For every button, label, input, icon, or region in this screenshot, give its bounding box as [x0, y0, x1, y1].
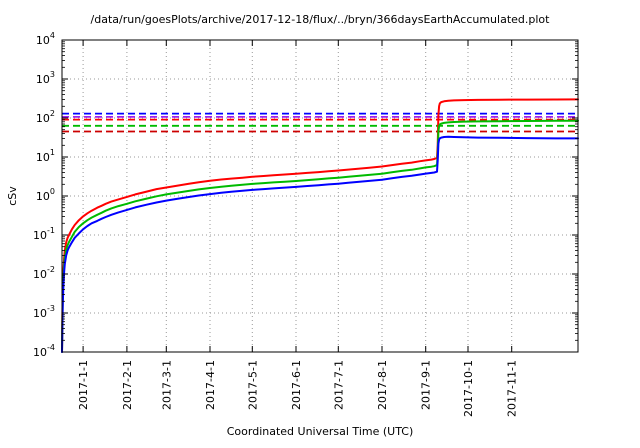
plot-title: /data/run/goesPlots/archive/2017-12-18/f…	[90, 13, 550, 26]
x-tick-label: 2017-11-1	[506, 360, 519, 417]
x-tick-label: 2017-8-1	[376, 360, 389, 410]
y-tick-label: 104	[36, 31, 55, 47]
x-tick-label: 2017-9-1	[420, 360, 433, 410]
x-tick-label: 2017-4-1	[204, 360, 217, 410]
x-axis-label: Coordinated Universal Time (UTC)	[226, 425, 414, 438]
x-tick-label: 2017-7-1	[332, 360, 345, 410]
x-tick-label: 2017-3-1	[160, 360, 173, 410]
y-tick-label: 101	[36, 148, 55, 164]
x-tick-label: 2017-10-1	[462, 360, 475, 417]
plot-border	[61, 39, 579, 353]
y-tick-label: 10-1	[33, 226, 55, 242]
y-tick-label: 100	[36, 187, 55, 203]
series-blue-line	[61, 135, 579, 353]
y-tick-label: 10-3	[33, 304, 55, 320]
y-axis-label: cSv	[6, 186, 19, 206]
x-tick-label: 2017-6-1	[290, 360, 303, 410]
x-tick-label: 2017-2-1	[121, 360, 134, 410]
y-tick-label: 102	[36, 109, 55, 125]
y-tick-label: 10-2	[33, 265, 55, 281]
y-tick-label: 103	[36, 70, 55, 86]
y-tick-label: 10-4	[33, 343, 55, 359]
series-red-line	[61, 98, 579, 353]
x-tick-label: 2017-1-1	[77, 360, 90, 410]
series-green-line	[61, 119, 579, 353]
x-tick-label: 2017-5-1	[246, 360, 259, 410]
